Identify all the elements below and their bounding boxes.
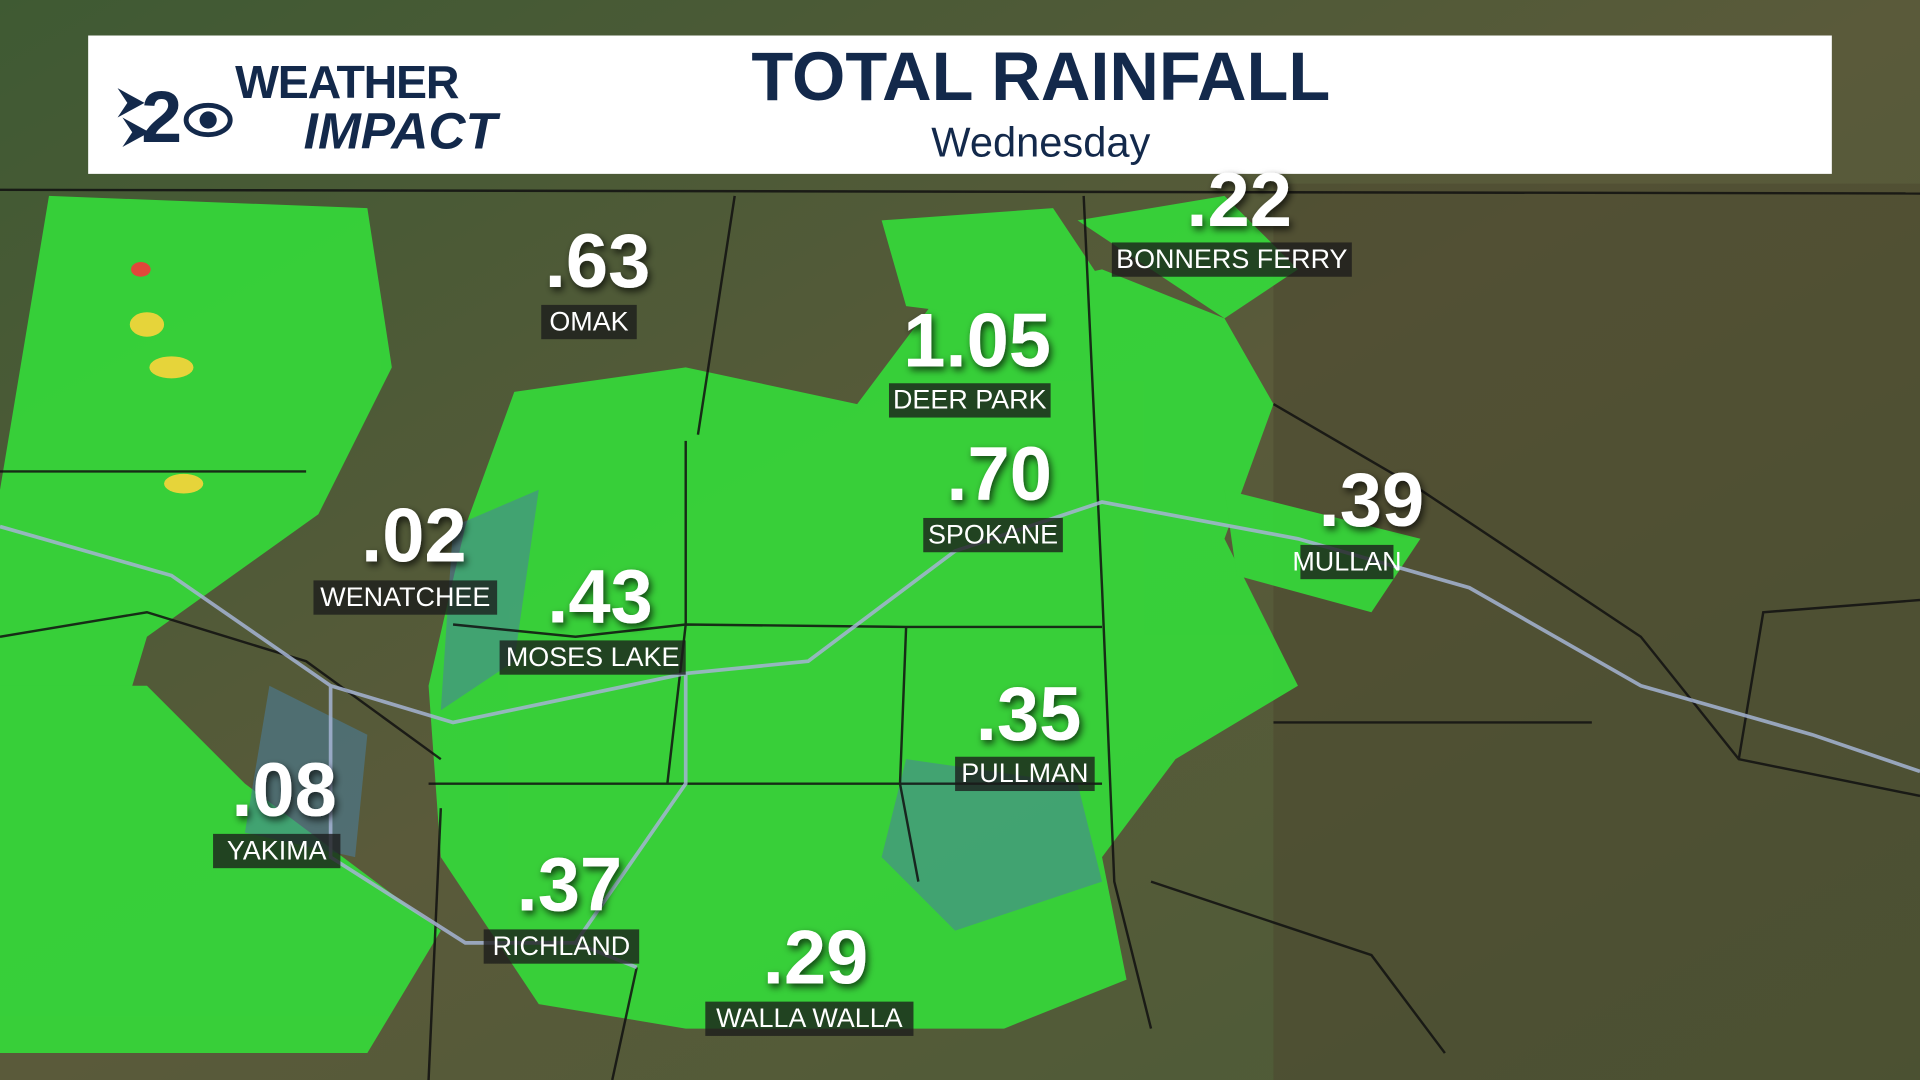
city: SPOKANE.70 bbox=[923, 432, 1063, 553]
logo-pupil bbox=[199, 111, 217, 129]
city-label-box bbox=[1300, 544, 1394, 580]
subtitle: Wednesday bbox=[931, 119, 1150, 166]
city-name: BONNERS FERRY bbox=[1116, 244, 1347, 274]
city-label-box bbox=[955, 756, 1095, 792]
city-name: MOSES LAKE bbox=[506, 642, 680, 672]
city-name: MULLAN bbox=[1292, 546, 1401, 576]
rain-amount: .22 bbox=[1186, 158, 1292, 243]
title: TOTAL RAINFALL bbox=[751, 38, 1330, 115]
city-name: WENATCHEE bbox=[320, 582, 490, 612]
city-label-box bbox=[923, 517, 1063, 553]
city-label-box bbox=[888, 383, 1051, 418]
city: MULLAN.39 bbox=[1292, 458, 1425, 580]
city-name: DEER PARK bbox=[893, 385, 1047, 415]
city-name: RICHLAND bbox=[493, 931, 631, 961]
city: RICHLAND .37 bbox=[483, 842, 640, 964]
rain-amount: .43 bbox=[547, 554, 653, 639]
rain-amount: .63 bbox=[545, 219, 651, 304]
logo-chevrons bbox=[117, 88, 150, 147]
rain-amount: .35 bbox=[976, 672, 1082, 757]
city-label-box bbox=[541, 304, 637, 340]
rain-amount: .70 bbox=[946, 432, 1052, 517]
rain-amount: .37 bbox=[517, 842, 623, 927]
logo-channel: 2 bbox=[141, 75, 182, 158]
city: BONNERS FERRY.22 bbox=[1111, 158, 1352, 277]
city: WALLA WALLA.29 bbox=[705, 916, 914, 1036]
rain-amount: .39 bbox=[1319, 458, 1425, 543]
logo-line1: WEATHER bbox=[235, 56, 459, 108]
terrain-east bbox=[1273, 183, 1920, 1080]
city-label-box bbox=[705, 1001, 914, 1036]
rain-amount: .29 bbox=[763, 916, 869, 1001]
city: PULLMAN.35 bbox=[955, 672, 1095, 792]
city-label-box bbox=[213, 833, 341, 869]
city-label-box bbox=[313, 580, 498, 615]
city-name: PULLMAN bbox=[961, 758, 1088, 788]
city-name: WALLA WALLA bbox=[716, 1003, 903, 1033]
rain-amount: .08 bbox=[231, 748, 337, 833]
logo-line2: IMPACT bbox=[304, 101, 502, 159]
rain-amount: 1.05 bbox=[903, 299, 1051, 384]
city-label-box bbox=[1111, 242, 1352, 277]
header-panel bbox=[88, 35, 1832, 174]
heavy-rain bbox=[129, 262, 204, 494]
city: MOSES LAKE.43 bbox=[499, 554, 686, 675]
county-lines bbox=[0, 188, 1920, 1080]
city: YAKIMA.08 bbox=[213, 748, 341, 869]
city-name: SPOKANE bbox=[928, 519, 1058, 549]
logo: 2 WEATHER IMPACT bbox=[117, 56, 502, 159]
rain-amount: .02 bbox=[361, 493, 467, 578]
city-label-box bbox=[499, 640, 686, 675]
city-name: YAKIMA bbox=[227, 835, 327, 865]
city: OMAK.63 bbox=[541, 219, 651, 340]
city-name: OMAK bbox=[549, 306, 628, 336]
city: WENATCHEE .02 bbox=[313, 493, 498, 615]
city-label-box bbox=[483, 929, 640, 964]
